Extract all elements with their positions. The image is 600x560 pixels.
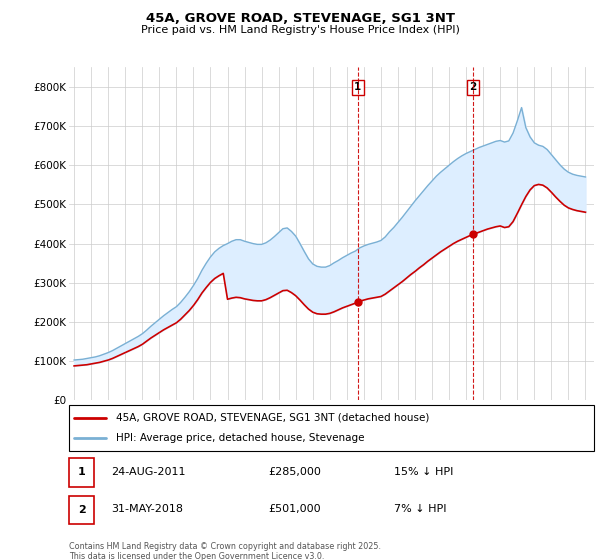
Text: 45A, GROVE ROAD, STEVENAGE, SG1 3NT (detached house): 45A, GROVE ROAD, STEVENAGE, SG1 3NT (det… <box>116 413 430 423</box>
Text: 2: 2 <box>470 82 477 92</box>
Bar <box>69 458 94 487</box>
Text: 1: 1 <box>78 467 85 477</box>
Text: 24-AUG-2011: 24-AUG-2011 <box>111 467 185 477</box>
Text: 45A, GROVE ROAD, STEVENAGE, SG1 3NT: 45A, GROVE ROAD, STEVENAGE, SG1 3NT <box>146 12 455 25</box>
Text: Price paid vs. HM Land Registry's House Price Index (HPI): Price paid vs. HM Land Registry's House … <box>140 25 460 35</box>
Text: 15% ↓ HPI: 15% ↓ HPI <box>395 467 454 477</box>
Text: £501,000: £501,000 <box>269 505 321 514</box>
Text: HPI: Average price, detached house, Stevenage: HPI: Average price, detached house, Stev… <box>116 433 365 443</box>
Text: 31-MAY-2018: 31-MAY-2018 <box>111 505 183 514</box>
Text: £285,000: £285,000 <box>269 467 322 477</box>
Text: 7% ↓ HPI: 7% ↓ HPI <box>395 505 447 514</box>
Text: 1: 1 <box>354 82 361 92</box>
Text: 2: 2 <box>78 505 85 515</box>
Bar <box>69 496 94 524</box>
Text: Contains HM Land Registry data © Crown copyright and database right 2025.
This d: Contains HM Land Registry data © Crown c… <box>69 542 381 560</box>
